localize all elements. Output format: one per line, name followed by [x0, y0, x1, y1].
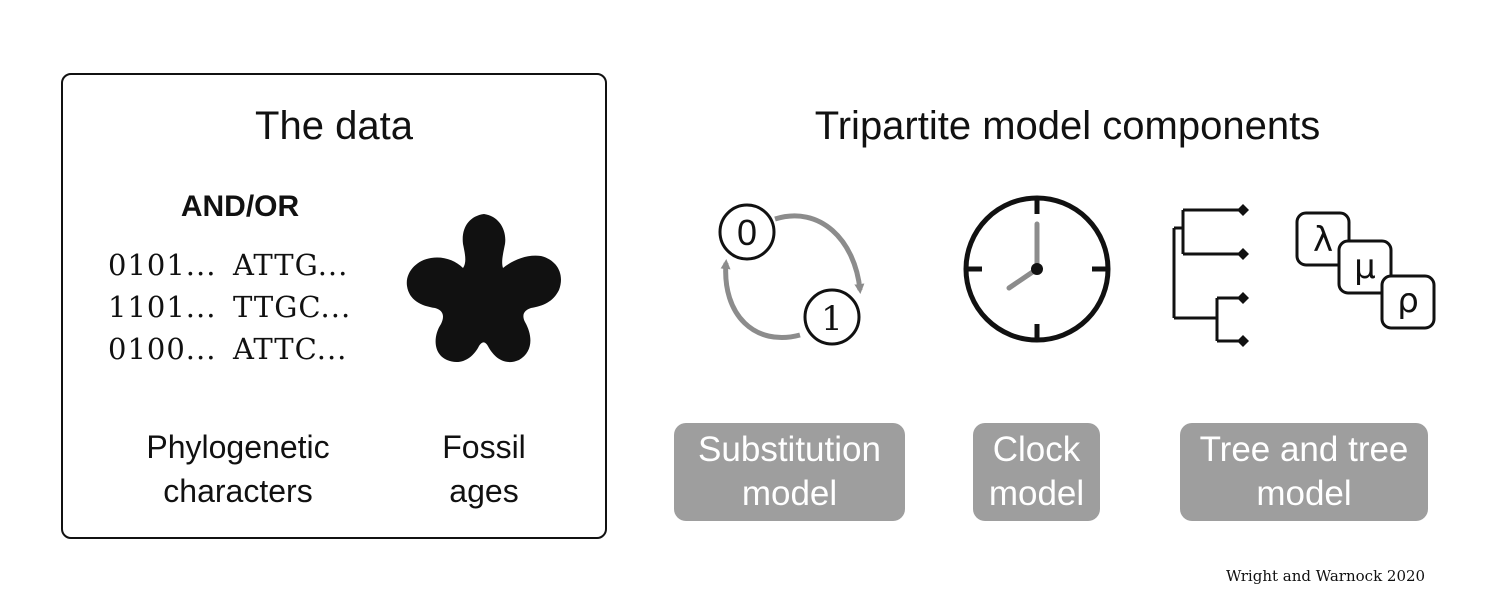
clock-icon [963, 195, 1111, 343]
rho-label: ρ [1397, 281, 1419, 321]
characters-caption-line-2: characters [163, 473, 313, 509]
dna-row-1: ATTG... [233, 248, 349, 282]
tree-model-pill: Tree and tree model [1180, 423, 1428, 521]
data-panel-title: The data [255, 104, 413, 148]
state-0-circle [718, 203, 776, 261]
tree-model-line-2: model [1256, 474, 1352, 513]
fossil-caption-line-2: ages [449, 473, 519, 509]
fossil-caption: Fossil ages [412, 425, 556, 513]
tree-model-line-1: Tree and tree [1199, 430, 1409, 469]
rho-box [1380, 274, 1436, 330]
substitution-model-line-1: Substitution [698, 430, 881, 469]
and-or-label: AND/OR [180, 190, 300, 223]
clock-model-line-1: Clock [992, 430, 1081, 469]
state-0-label: 0 [737, 212, 757, 253]
dna-sequences: ATTG... TTGC... ATTC... [233, 244, 351, 370]
mu-box [1337, 239, 1393, 295]
characters-caption-line-1: Phylogenetic [146, 429, 330, 465]
credit-text: Wright and Warnock 2020 [1226, 567, 1426, 585]
clock-model-pill: Clock model [973, 423, 1100, 521]
clock-model-line-2: model [988, 474, 1085, 513]
fossil-silhouette-icon [406, 214, 561, 363]
backward-arrow [720, 259, 801, 340]
parameter-boxes-icon: λ μ ρ [1295, 211, 1436, 330]
dna-row-3: ATTC... [233, 332, 348, 366]
dna-row-2: TTGC... [233, 290, 352, 324]
forward-arrow [774, 213, 865, 294]
binary-row-1: 0101... [108, 248, 217, 282]
lambda-label: λ [1313, 220, 1333, 260]
substitution-cycle-icon: 0 1 [718, 203, 865, 346]
data-panel [61, 73, 607, 539]
characters-caption: Phylogenetic characters [100, 425, 376, 513]
tree-icon [1172, 204, 1249, 347]
model-panel-title: Tripartite model components [814, 104, 1321, 148]
state-1-circle [803, 288, 861, 346]
state-1-label: 1 [821, 299, 843, 339]
mu-label: μ [1354, 247, 1376, 287]
lambda-box [1295, 211, 1351, 267]
substitution-model-pill: Substitution model [674, 423, 905, 521]
fossil-caption-line-1: Fossil [442, 429, 526, 465]
binary-row-2: 1101... [108, 290, 217, 324]
binary-row-3: 0100... [108, 332, 217, 366]
substitution-model-line-2: model [741, 474, 838, 513]
binary-sequences: 0101... 1101... 0100... [108, 244, 216, 370]
